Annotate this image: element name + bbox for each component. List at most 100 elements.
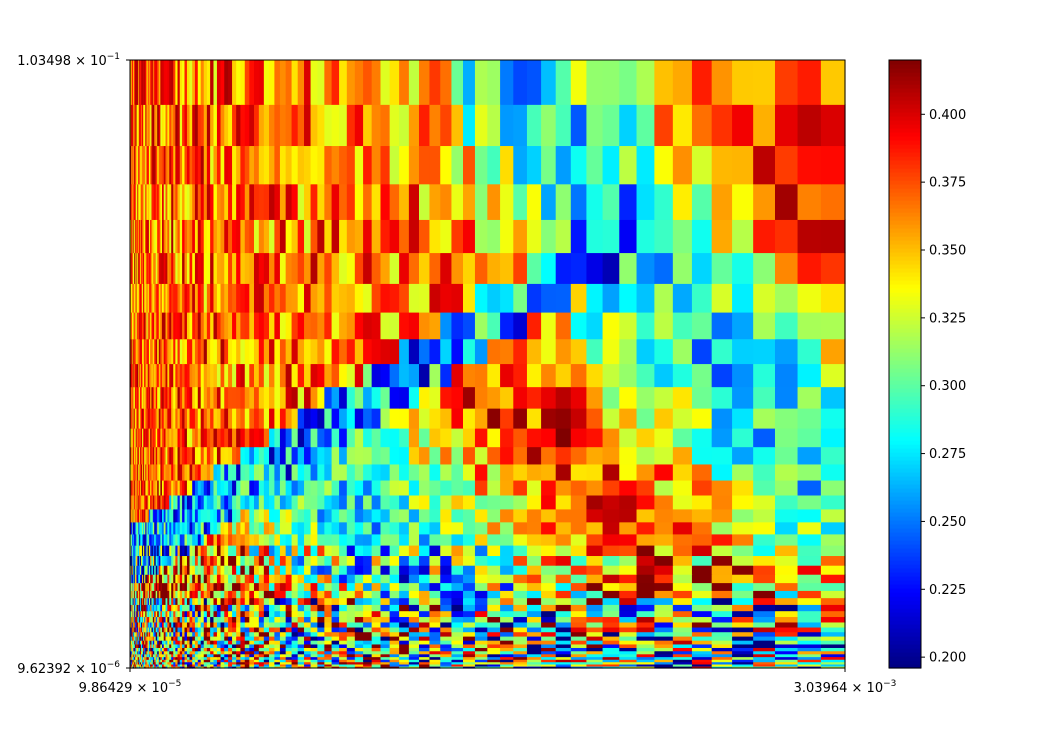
heatmap-cell — [163, 616, 167, 623]
heatmap-cell — [210, 597, 215, 605]
heatmap-cell — [463, 631, 476, 637]
heatmap-cell — [463, 533, 476, 546]
heatmap-cell — [210, 653, 215, 658]
heatmap-cell — [354, 408, 364, 429]
heatmap-cell — [570, 626, 588, 633]
heatmap-cell — [389, 626, 400, 633]
heatmap-cell — [157, 363, 160, 388]
heatmap-cell — [131, 659, 133, 663]
heatmap-cell — [134, 479, 136, 496]
heatmap-cell — [171, 659, 174, 663]
heatmap-cell — [224, 555, 229, 566]
heatmap-cell — [602, 647, 620, 652]
heatmap-cell — [179, 626, 183, 633]
heatmap-cell — [135, 574, 138, 584]
heatmap-cell — [291, 60, 299, 105]
heatmap-cell — [146, 338, 149, 365]
heatmap-cell — [216, 604, 222, 612]
heatmap-cell — [206, 428, 211, 448]
heatmap-cell — [140, 636, 142, 641]
heatmap-cell — [279, 616, 287, 623]
heatmap-cell — [132, 650, 134, 655]
heatmap-cell — [691, 446, 713, 465]
heatmap-cell — [232, 640, 237, 645]
heatmap-cell — [177, 408, 181, 429]
heatmap-cell — [526, 653, 542, 658]
heatmap-cell — [339, 145, 348, 185]
heatmap-cell — [371, 656, 382, 660]
heatmap-cell — [154, 621, 157, 628]
heatmap-cell — [555, 604, 572, 612]
colorbar-segment — [889, 624, 921, 629]
heatmap-cell — [654, 494, 674, 510]
heatmap-cell — [184, 647, 188, 652]
heatmap-cell — [324, 663, 333, 667]
heatmap-cell — [354, 521, 364, 535]
heatmap-cell — [774, 494, 799, 510]
heatmap-cell — [141, 616, 143, 623]
colorbar-segment — [889, 368, 921, 373]
heatmap-cell — [258, 640, 265, 645]
heatmap-cell — [586, 659, 604, 663]
heatmap-cell — [210, 446, 215, 465]
heatmap-cell — [158, 363, 161, 388]
heatmap-cell — [354, 663, 364, 667]
heatmap-cell — [354, 574, 364, 584]
colorbar-segment — [889, 284, 921, 289]
heatmap-cell — [171, 650, 174, 655]
heatmap-cell — [134, 565, 136, 575]
heatmap-cell — [186, 521, 191, 535]
heatmap-cell — [418, 616, 431, 623]
heatmap-cell — [317, 666, 325, 669]
heatmap-cell — [711, 545, 733, 557]
heatmap-cell — [570, 574, 588, 584]
heatmap-cell — [463, 565, 476, 575]
heatmap-cell — [253, 656, 260, 660]
heatmap-cell — [157, 610, 160, 618]
heatmap-cell — [157, 663, 160, 667]
heatmap-cell — [228, 533, 233, 546]
heatmap-cell — [155, 574, 158, 584]
heatmap-cell — [274, 555, 281, 566]
heatmap-cell — [147, 610, 150, 618]
heatmap-cell — [339, 631, 348, 637]
heatmap-cell — [339, 311, 348, 340]
heatmap-cell — [220, 283, 225, 313]
heatmap-cell — [526, 386, 542, 409]
heatmap-cell — [158, 183, 161, 220]
heatmap-cell — [132, 653, 134, 658]
heatmap-cell — [197, 663, 202, 667]
heatmap-cell — [331, 565, 340, 575]
heatmap-cell — [203, 311, 208, 340]
heatmap-cell — [691, 631, 713, 637]
heatmap-cell — [169, 643, 172, 648]
heatmap-cell — [137, 463, 139, 481]
heatmap-cell — [169, 479, 172, 496]
heatmap-cell — [346, 653, 356, 658]
heatmap-cell — [228, 663, 233, 667]
colorbar-segment — [889, 492, 921, 497]
heatmap-cell — [619, 183, 638, 220]
heatmap-cell — [151, 408, 154, 429]
heatmap-cell — [177, 446, 181, 465]
heatmap-cell — [346, 640, 356, 645]
heatmap-cell — [177, 521, 181, 535]
heatmap-cell — [279, 219, 287, 254]
heatmap-cell — [162, 643, 165, 648]
heatmap-cell — [171, 656, 174, 660]
colorbar-segment — [889, 664, 921, 669]
heatmap-cell — [220, 650, 225, 655]
heatmap-cell — [130, 650, 132, 655]
heatmap-cell — [141, 60, 143, 105]
heatmap-cell — [429, 311, 441, 340]
heatmap-cell — [711, 479, 733, 496]
heatmap-cell — [130, 252, 132, 284]
heatmap-cell — [753, 555, 776, 566]
heatmap-cell — [189, 60, 193, 105]
heatmap-cell — [408, 545, 420, 557]
colorbar-segment — [889, 372, 921, 377]
heatmap-cell — [228, 643, 233, 648]
heatmap-cell — [144, 647, 146, 652]
heatmap-cell — [636, 647, 655, 652]
heatmap-cell — [346, 446, 356, 465]
